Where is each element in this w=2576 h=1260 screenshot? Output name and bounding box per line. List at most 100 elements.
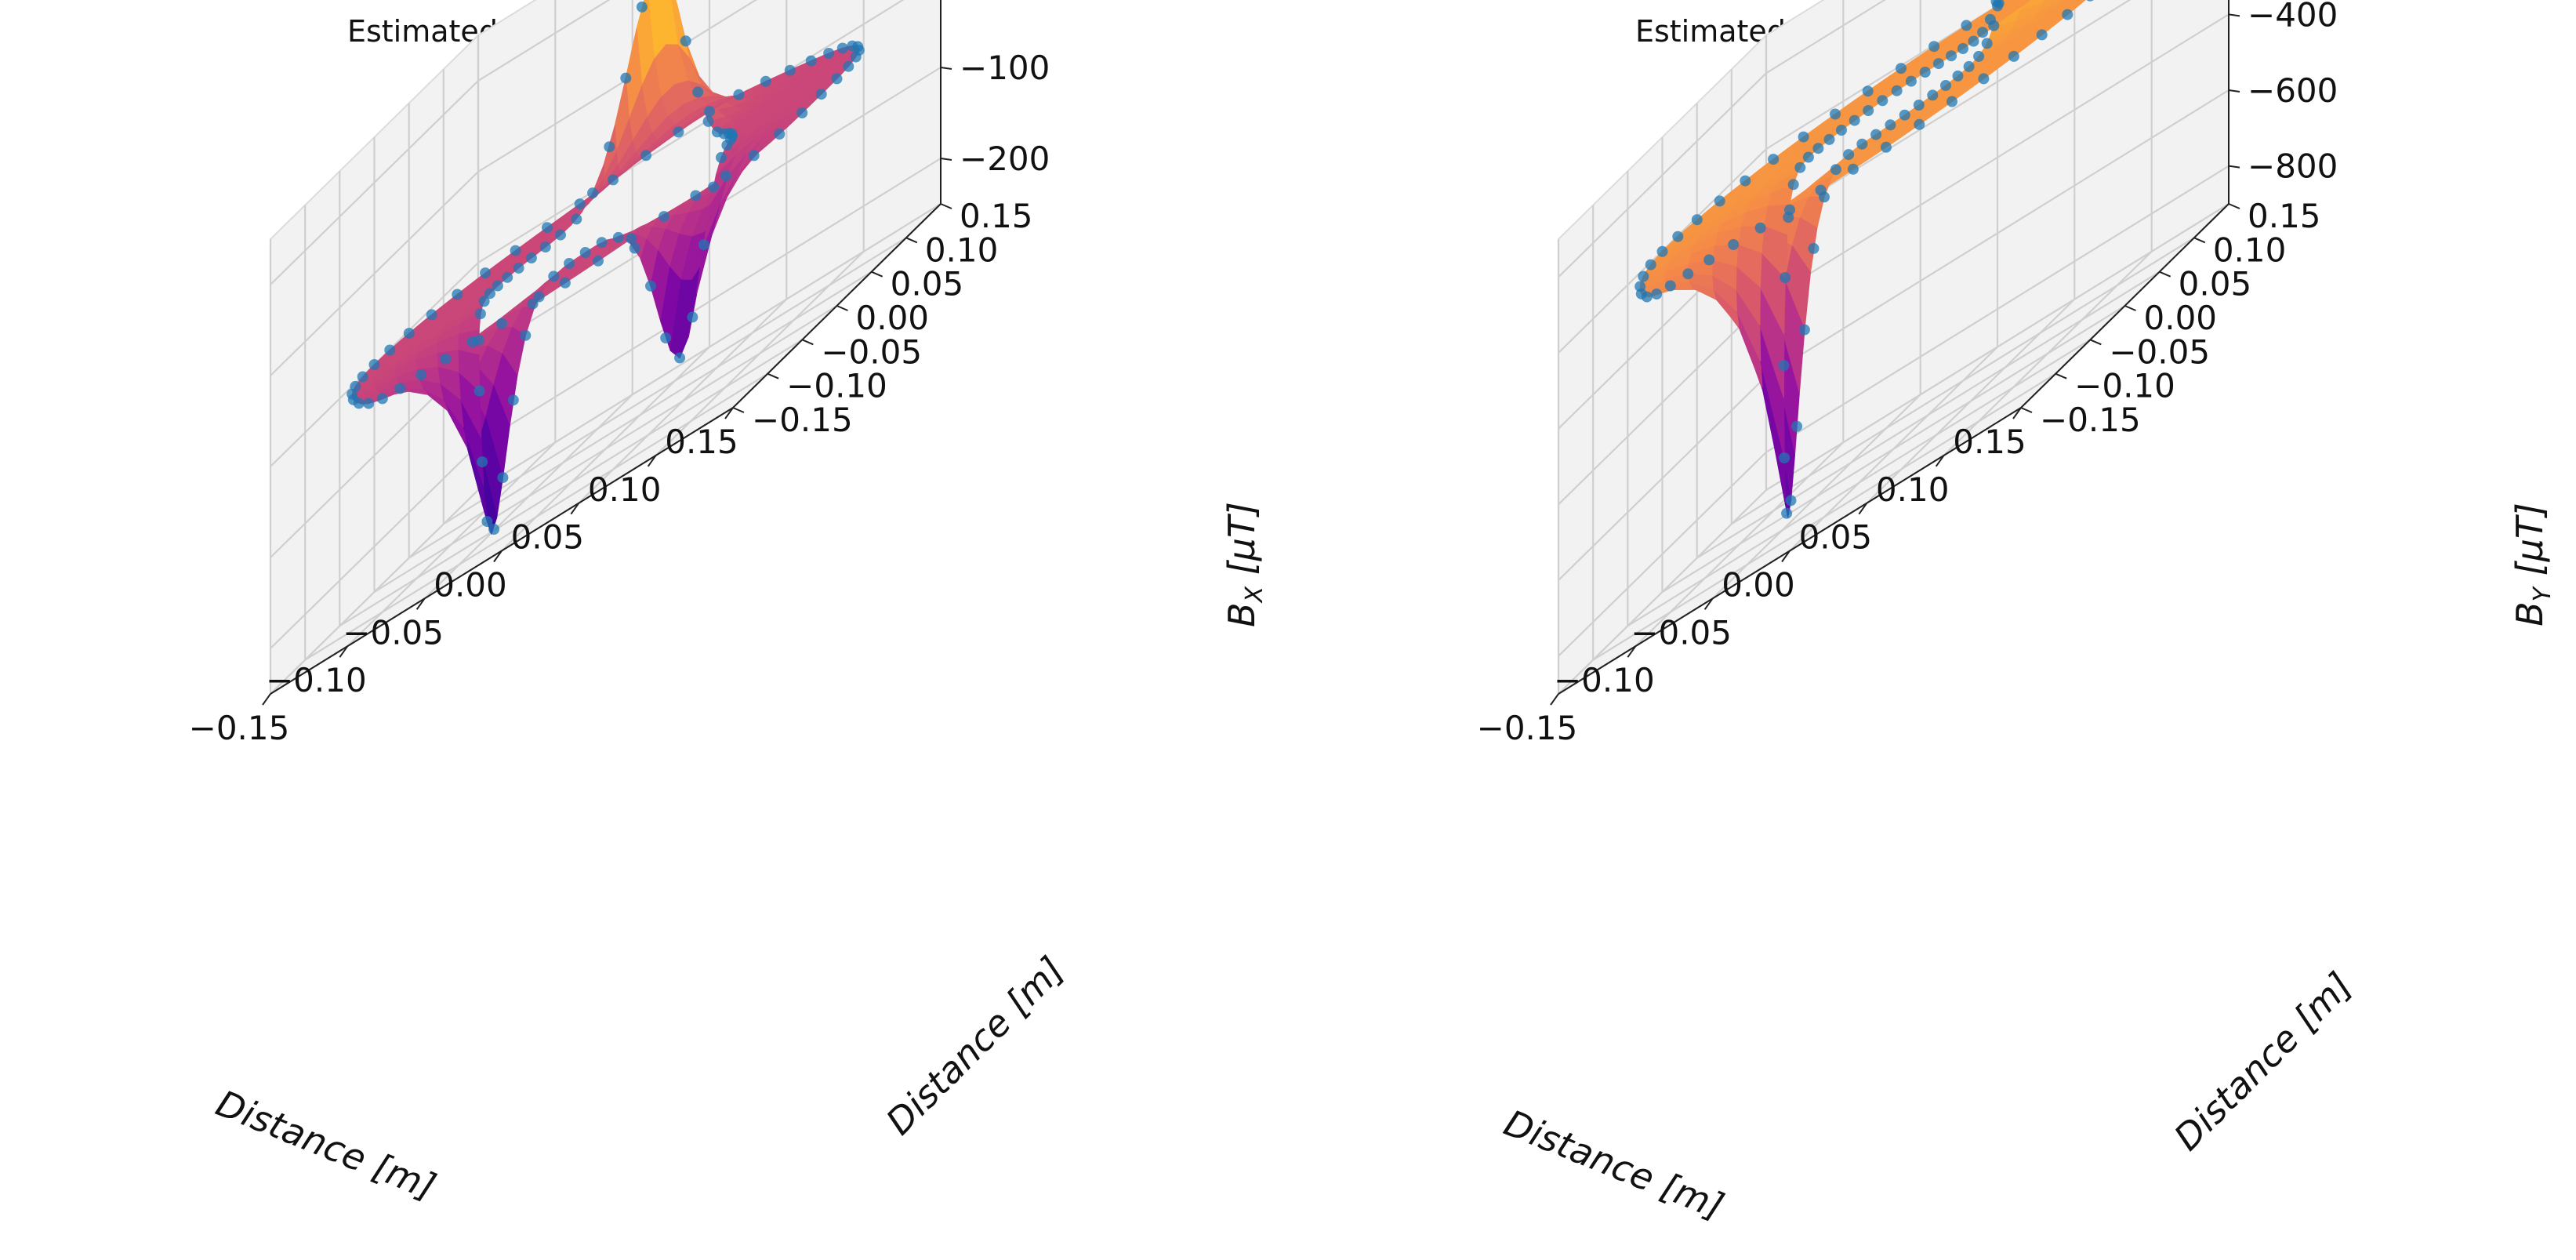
data-point <box>1963 60 1975 72</box>
x-tick-label: 0.10 <box>1876 470 1950 509</box>
data-point <box>692 86 704 98</box>
data-point <box>1927 89 1939 101</box>
data-point <box>539 241 551 253</box>
y-tick-label: −0.05 <box>821 332 922 371</box>
y-tick-label: 0.00 <box>856 299 930 337</box>
surface <box>1639 0 2086 518</box>
data-point <box>353 398 365 409</box>
y-tick <box>801 339 814 346</box>
data-point <box>716 151 727 163</box>
surface-patch <box>2070 0 2084 7</box>
y-tick-label: −0.10 <box>786 367 887 405</box>
data-point <box>484 288 495 300</box>
data-point <box>481 516 493 528</box>
z-tick-label: −800 <box>2248 147 2338 186</box>
data-point <box>384 344 396 356</box>
data-point <box>520 329 532 341</box>
x-tick-label: 0.05 <box>511 518 585 557</box>
data-point <box>403 328 415 340</box>
data-point <box>1899 109 1910 121</box>
x-tick-label: −0.15 <box>1477 709 1578 747</box>
data-point <box>843 60 854 72</box>
data-point <box>525 252 537 263</box>
data-point <box>608 174 619 186</box>
y-tick <box>2193 237 2206 244</box>
data-point <box>1981 38 1993 49</box>
z-tick-label: −100 <box>960 49 1050 87</box>
data-point <box>2062 9 2073 20</box>
data-point <box>1781 507 1793 519</box>
data-point <box>659 211 669 223</box>
data-point <box>1891 85 1903 96</box>
data-point <box>612 231 624 243</box>
x-tick <box>1627 645 1637 658</box>
chart-bx: Estimated scalar magnetic induction Bx −… <box>189 0 1268 1208</box>
data-point <box>748 150 760 162</box>
data-point <box>660 332 672 343</box>
y-tick-label: 0.05 <box>2179 265 2252 303</box>
x-tick <box>647 455 657 467</box>
data-point <box>1780 272 1791 283</box>
data-point <box>1952 70 1964 82</box>
z-tick <box>2228 165 2240 169</box>
y-tick <box>2020 407 2033 413</box>
data-point <box>1870 129 1882 140</box>
data-point <box>1823 133 1835 145</box>
data-point <box>542 222 553 234</box>
z-tick-label: −400 <box>2248 0 2338 34</box>
data-point <box>620 72 632 84</box>
data-point <box>478 296 490 307</box>
gridline-z <box>270 0 611 285</box>
surface-patch <box>2019 0 2028 5</box>
data-point <box>1791 420 1803 432</box>
data-point <box>1946 50 1957 62</box>
data-point <box>1664 280 1676 292</box>
y-tick <box>2055 372 2067 379</box>
surface-patch <box>2008 0 2021 7</box>
y-tick-label: −0.05 <box>2109 332 2210 371</box>
x-tick-label: −0.15 <box>189 709 290 747</box>
data-point <box>815 89 827 100</box>
data-point <box>497 472 509 484</box>
x-tick <box>339 645 349 658</box>
data-point <box>680 35 691 47</box>
y-tick-label: 0.15 <box>2248 197 2321 235</box>
data-point <box>559 277 571 289</box>
y-tick <box>836 305 848 311</box>
data-point <box>708 181 720 193</box>
data-point <box>1940 80 1951 91</box>
x-tick <box>1935 455 1945 467</box>
data-point <box>2008 50 2019 62</box>
data-point <box>1881 141 1892 153</box>
y-tick-label: −0.15 <box>2040 401 2141 439</box>
x-tick <box>1781 550 1791 563</box>
data-point <box>488 524 500 535</box>
data-point <box>477 456 488 468</box>
x-tick-label: 0.00 <box>1722 566 1795 605</box>
data-point <box>593 255 604 267</box>
data-point <box>492 280 503 292</box>
z-axis-label: BX [μT] <box>1221 502 1268 627</box>
data-point <box>548 271 560 282</box>
z-tick <box>2228 13 2240 17</box>
data-point <box>674 352 686 364</box>
x-tick-label: 0.00 <box>434 566 507 605</box>
data-point <box>1651 289 1663 300</box>
x-tick-label: 0.15 <box>1953 423 2026 461</box>
x-tick <box>415 597 426 610</box>
gridline-z <box>270 0 758 376</box>
scatter-points <box>1634 0 2094 519</box>
data-point <box>527 298 539 310</box>
gridline-y <box>442 69 907 526</box>
x-tick <box>724 407 734 419</box>
data-point <box>466 336 478 347</box>
data-point <box>1638 271 1649 282</box>
data-point <box>805 55 817 67</box>
data-point <box>784 64 796 76</box>
data-point <box>796 107 808 118</box>
y-tick-label: 0.15 <box>960 197 1033 235</box>
data-point <box>564 258 575 269</box>
data-point <box>480 267 492 279</box>
x-tick <box>2012 407 2022 419</box>
data-point <box>376 393 388 405</box>
